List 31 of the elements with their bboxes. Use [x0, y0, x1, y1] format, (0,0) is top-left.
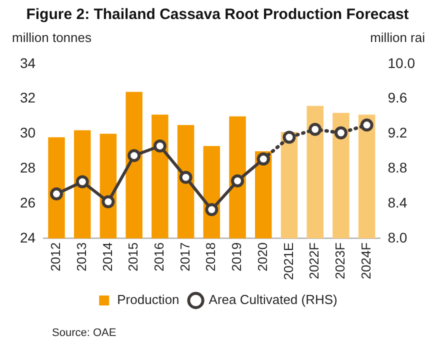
source-note: Source: OAE: [52, 327, 116, 339]
y-tick-label: 26: [20, 194, 36, 210]
legend-label: Area Cultivated (RHS): [208, 292, 338, 308]
y-tick-label: 34: [20, 54, 36, 71]
y2-axis-title: million rai: [370, 30, 426, 45]
x-tick-label: 2015: [126, 242, 141, 272]
y2-tick-label: 8.0: [388, 229, 408, 246]
x-tick-label: 2018: [203, 242, 218, 272]
y-tick-label: 24: [20, 229, 36, 246]
x-tick-label: 2014: [100, 242, 115, 272]
y2-tick-label: 10.0: [388, 54, 416, 71]
chart-title: Figure 2: Thailand Cassava Root Production Forecast: [26, 6, 409, 24]
x-tick-label: 2021E: [280, 242, 296, 280]
y2-tick-label: 9.2: [388, 124, 408, 141]
x-tick-label: 2022F: [306, 242, 322, 280]
y-axis-title: million tonnes: [12, 30, 92, 45]
x-tick-label: 2024F: [358, 242, 374, 280]
y-tick-label: 28: [20, 160, 36, 176]
y-tick-label: 30: [20, 124, 36, 141]
x-tick-label: 2023F: [332, 242, 348, 280]
x-tick-label: 2013: [74, 242, 89, 272]
y2-tick-label: 9.6: [388, 90, 408, 106]
x-tick-label: 2020: [254, 242, 270, 272]
x-tick-label: 2017: [177, 242, 192, 272]
y2-tick-label: 8.8: [388, 160, 408, 176]
y-tick-label: 32: [20, 90, 36, 106]
x-tick-label: 2016: [152, 242, 167, 272]
x-tick-label: 2012: [48, 242, 64, 272]
x-tick-label: 2019: [229, 242, 244, 272]
y2-tick-label: 8.4: [388, 194, 408, 210]
legend-label: Production: [117, 292, 180, 308]
